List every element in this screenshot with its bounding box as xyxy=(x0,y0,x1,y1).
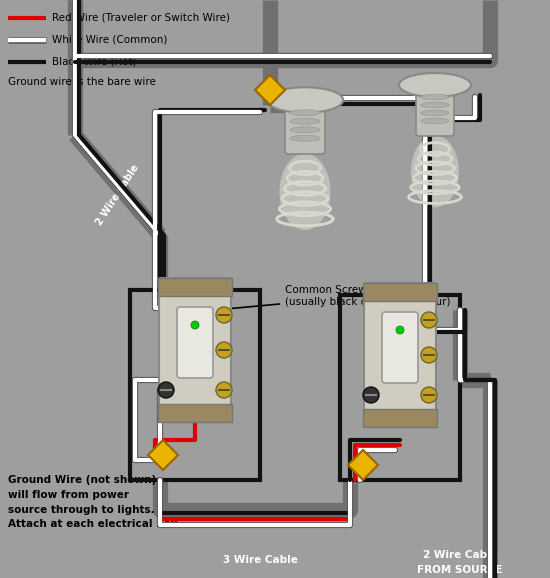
Ellipse shape xyxy=(421,118,449,124)
Ellipse shape xyxy=(421,102,449,108)
Polygon shape xyxy=(348,450,378,480)
Circle shape xyxy=(363,387,379,403)
Polygon shape xyxy=(148,440,178,470)
FancyBboxPatch shape xyxy=(177,307,213,378)
Ellipse shape xyxy=(290,135,320,141)
Text: 3 Wire Cable: 3 Wire Cable xyxy=(223,555,298,565)
Bar xyxy=(158,404,232,422)
Circle shape xyxy=(421,387,437,403)
Bar xyxy=(130,290,260,480)
Ellipse shape xyxy=(421,110,449,116)
FancyBboxPatch shape xyxy=(416,90,454,136)
FancyBboxPatch shape xyxy=(159,278,231,422)
Circle shape xyxy=(421,347,437,363)
Circle shape xyxy=(396,326,404,334)
Ellipse shape xyxy=(290,118,320,124)
Circle shape xyxy=(421,312,437,328)
Circle shape xyxy=(158,382,174,398)
Text: 2 Wire Cable: 2 Wire Cable xyxy=(422,550,497,560)
Polygon shape xyxy=(255,75,285,105)
Bar xyxy=(363,283,437,301)
Bar xyxy=(340,295,460,480)
Ellipse shape xyxy=(421,94,449,100)
FancyBboxPatch shape xyxy=(364,283,436,427)
Circle shape xyxy=(216,307,232,323)
Ellipse shape xyxy=(279,154,331,230)
Text: White Wire (Common): White Wire (Common) xyxy=(52,35,167,45)
Ellipse shape xyxy=(290,127,320,133)
Text: Red Wire (Traveler or Switch Wire): Red Wire (Traveler or Switch Wire) xyxy=(52,13,230,23)
Ellipse shape xyxy=(290,110,320,116)
Text: Black Wire (Hot): Black Wire (Hot) xyxy=(52,57,136,67)
Bar xyxy=(158,278,232,296)
Ellipse shape xyxy=(267,87,343,113)
Ellipse shape xyxy=(411,135,459,208)
FancyBboxPatch shape xyxy=(382,312,418,383)
Bar xyxy=(363,409,437,427)
FancyBboxPatch shape xyxy=(285,106,325,154)
Text: Common Screw
(usually black or copper colour): Common Screw (usually black or copper co… xyxy=(219,285,450,312)
Text: Ground wire is the bare wire: Ground wire is the bare wire xyxy=(8,77,156,87)
Circle shape xyxy=(191,321,199,329)
Text: FROM SOURCE: FROM SOURCE xyxy=(417,565,503,575)
Circle shape xyxy=(216,342,232,358)
Text: 2 Wire Cable: 2 Wire Cable xyxy=(95,163,141,227)
Ellipse shape xyxy=(399,73,471,97)
Circle shape xyxy=(216,382,232,398)
Text: Ground Wire (not shown)
will flow from power
source through to lights.
Attach at: Ground Wire (not shown) will flow from p… xyxy=(8,475,182,529)
